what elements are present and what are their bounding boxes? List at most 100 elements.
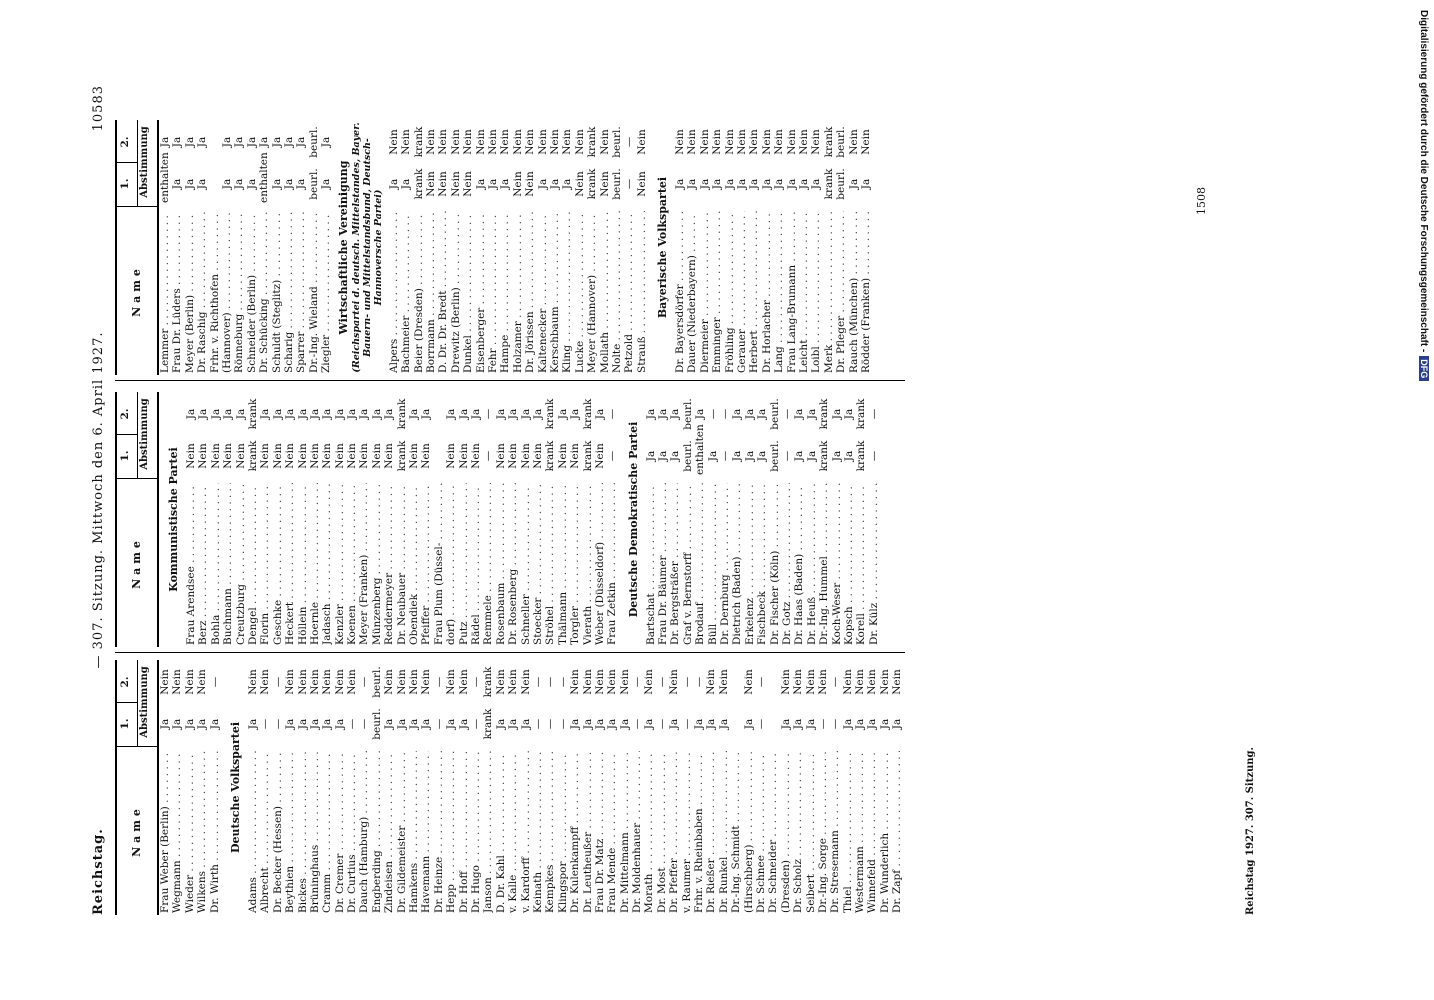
- vote-1: Ja: [854, 718, 867, 730]
- member-row: Beier (Dresden) krank krank: [413, 120, 425, 375]
- vote-1: Nein: [437, 171, 450, 197]
- member-row: Dr. Jörissen Nein Nein: [524, 120, 536, 375]
- vote-2: Ja: [159, 136, 171, 148]
- member-row: dorf) Nein Ja: [445, 392, 457, 647]
- vote1-heading: 1.: [119, 718, 131, 730]
- vote-2: —: [358, 676, 371, 688]
- member-row: Dr.-Ing. Schmidt: [730, 660, 742, 915]
- member-name: Dr. Runkel: [718, 751, 730, 913]
- member-row: Stoecker Nein Ja: [532, 392, 544, 647]
- member-name: Weber (Düsseldorf): [594, 483, 606, 645]
- vote-2: Nein: [668, 669, 681, 695]
- vote-1: Ja: [408, 718, 421, 730]
- member-name: Dr. Neubauer: [396, 483, 408, 645]
- member-row: Frau Zetkin — —: [606, 392, 618, 647]
- member-row: Sparrer Ja Ja: [295, 120, 307, 375]
- vote-2: Nein: [284, 669, 297, 695]
- member-row: Petzold — —: [623, 120, 635, 375]
- vote-2: Ja: [196, 136, 209, 148]
- member-row: Thälmann Nein Ja: [557, 392, 569, 647]
- vote-1: —: [544, 718, 557, 730]
- vote-1: Nein: [449, 171, 462, 197]
- member-row: Rosenbaum Nein Ja: [495, 392, 507, 647]
- member-name: Dr. Stresemann: [829, 751, 841, 913]
- member-name: (Dresden): [780, 751, 792, 913]
- vote-2: —: [606, 408, 619, 420]
- vote-1: krank: [581, 440, 594, 472]
- vote-2: Nein: [698, 129, 711, 155]
- vote-2: Ja: [842, 408, 855, 420]
- member-name: Pfeiffer: [420, 483, 432, 645]
- vote-2: —: [623, 136, 636, 148]
- vote-1: Ja: [686, 178, 699, 190]
- member-row: Dr. Cremer Ja Nein: [334, 660, 346, 915]
- member-name: Dietrich (Baden): [731, 483, 743, 645]
- vote-1: Ja: [499, 178, 512, 190]
- member-row: Dr. Scholz Ja Nein: [792, 660, 804, 915]
- member-row: Heckert Nein Ja: [284, 392, 296, 647]
- vote-1: —: [469, 718, 482, 730]
- vote-rows: Frau Weber (Berlin)JaNeinWegmannJaNeinWi…: [159, 660, 904, 915]
- member-name: Dr. Bergsträßer: [669, 483, 681, 645]
- stamp-text: Digitalisierung gefördert durch die Deut…: [1418, 10, 1429, 353]
- vote-1: beurl.: [835, 168, 848, 200]
- member-row: Vierath krank krank: [582, 392, 594, 647]
- member-name: Frhr. v. Rheinbaben: [693, 751, 705, 913]
- vote-1: Ja: [698, 178, 711, 190]
- member-name: Dr. Raschig: [196, 211, 208, 373]
- vote-1: Ja: [643, 718, 656, 730]
- member-name: Dr. Pfeffer: [668, 751, 680, 913]
- member-name: Höllein: [297, 483, 309, 645]
- member-name: Frau Dr. Matz: [594, 751, 606, 913]
- member-row: Bohla Nein Ja: [210, 392, 222, 647]
- vote-2: Ja: [358, 408, 371, 420]
- member-row: Koenen Nein Ja: [346, 392, 358, 647]
- vote-1: Nein: [185, 443, 197, 469]
- member-name: Lang: [773, 211, 785, 373]
- member-name: Eisenberger: [475, 211, 487, 373]
- vote-1: Ja: [296, 718, 309, 730]
- vote-1: Ja: [792, 718, 805, 730]
- member-name: Herbert: [748, 211, 760, 373]
- header-center: — 307. Sitzung. Mittwoch den 6. April 19…: [91, 331, 106, 669]
- vote-1: krank: [818, 440, 831, 472]
- vote-2: Ja: [346, 408, 359, 420]
- member-row: Frau Lang-Brumann Ja Nein: [786, 120, 798, 375]
- member-name: Bartschat: [645, 483, 657, 645]
- header-rule: [137, 392, 138, 479]
- vote-2: Nein: [606, 669, 619, 695]
- vote-1: Ja: [474, 178, 487, 190]
- member-row: Hampe Ja Nein: [499, 120, 511, 375]
- member-name: Dr. Haas (Baden): [793, 483, 805, 645]
- member-row: Frau Arendsee Nein Ja: [185, 392, 197, 647]
- member-row: Frhr. v. Richthofen: [209, 120, 221, 375]
- vote-2: Ja: [830, 408, 843, 420]
- header-rule: [117, 434, 137, 435]
- column-header: Name 1. 2. Abstimmung: [115, 392, 159, 647]
- member-name: Hoernle: [309, 483, 321, 645]
- member-name: Dr. Heinze: [433, 751, 445, 913]
- member-name: Westermann: [854, 751, 866, 913]
- member-name: Dr. Pfleger: [835, 211, 847, 373]
- vote-1: Nein: [598, 171, 611, 197]
- vote-2: Nein: [686, 129, 699, 155]
- vote-2: Ja: [295, 136, 308, 148]
- member-name: Ziegler: [320, 211, 332, 373]
- member-name: Mollath: [599, 211, 611, 373]
- vote-1: Nein: [519, 443, 532, 469]
- vote-2: Ja: [284, 408, 297, 420]
- member-name: Dr. Moldenhauer: [631, 751, 643, 913]
- member-name: Ströhel: [544, 483, 556, 645]
- vote-1: Ja: [519, 718, 532, 730]
- vote-1: enthalten: [159, 152, 171, 203]
- member-name: Beier (Dresden): [413, 211, 425, 373]
- member-row: Torgler Nein Ja: [569, 392, 581, 647]
- vote-1: Ja: [891, 718, 904, 730]
- member-row: Brodauf enthalten Ja: [694, 392, 706, 647]
- member-name: Dr. Zapf: [891, 751, 903, 913]
- member-row: Dr. Heinze — —: [433, 660, 445, 915]
- vote-1: Nein: [209, 443, 222, 469]
- vote-1: Ja: [723, 178, 736, 190]
- member-row: Dr. Schneider: [767, 660, 779, 915]
- member-name: Dr. Hugo: [470, 751, 482, 913]
